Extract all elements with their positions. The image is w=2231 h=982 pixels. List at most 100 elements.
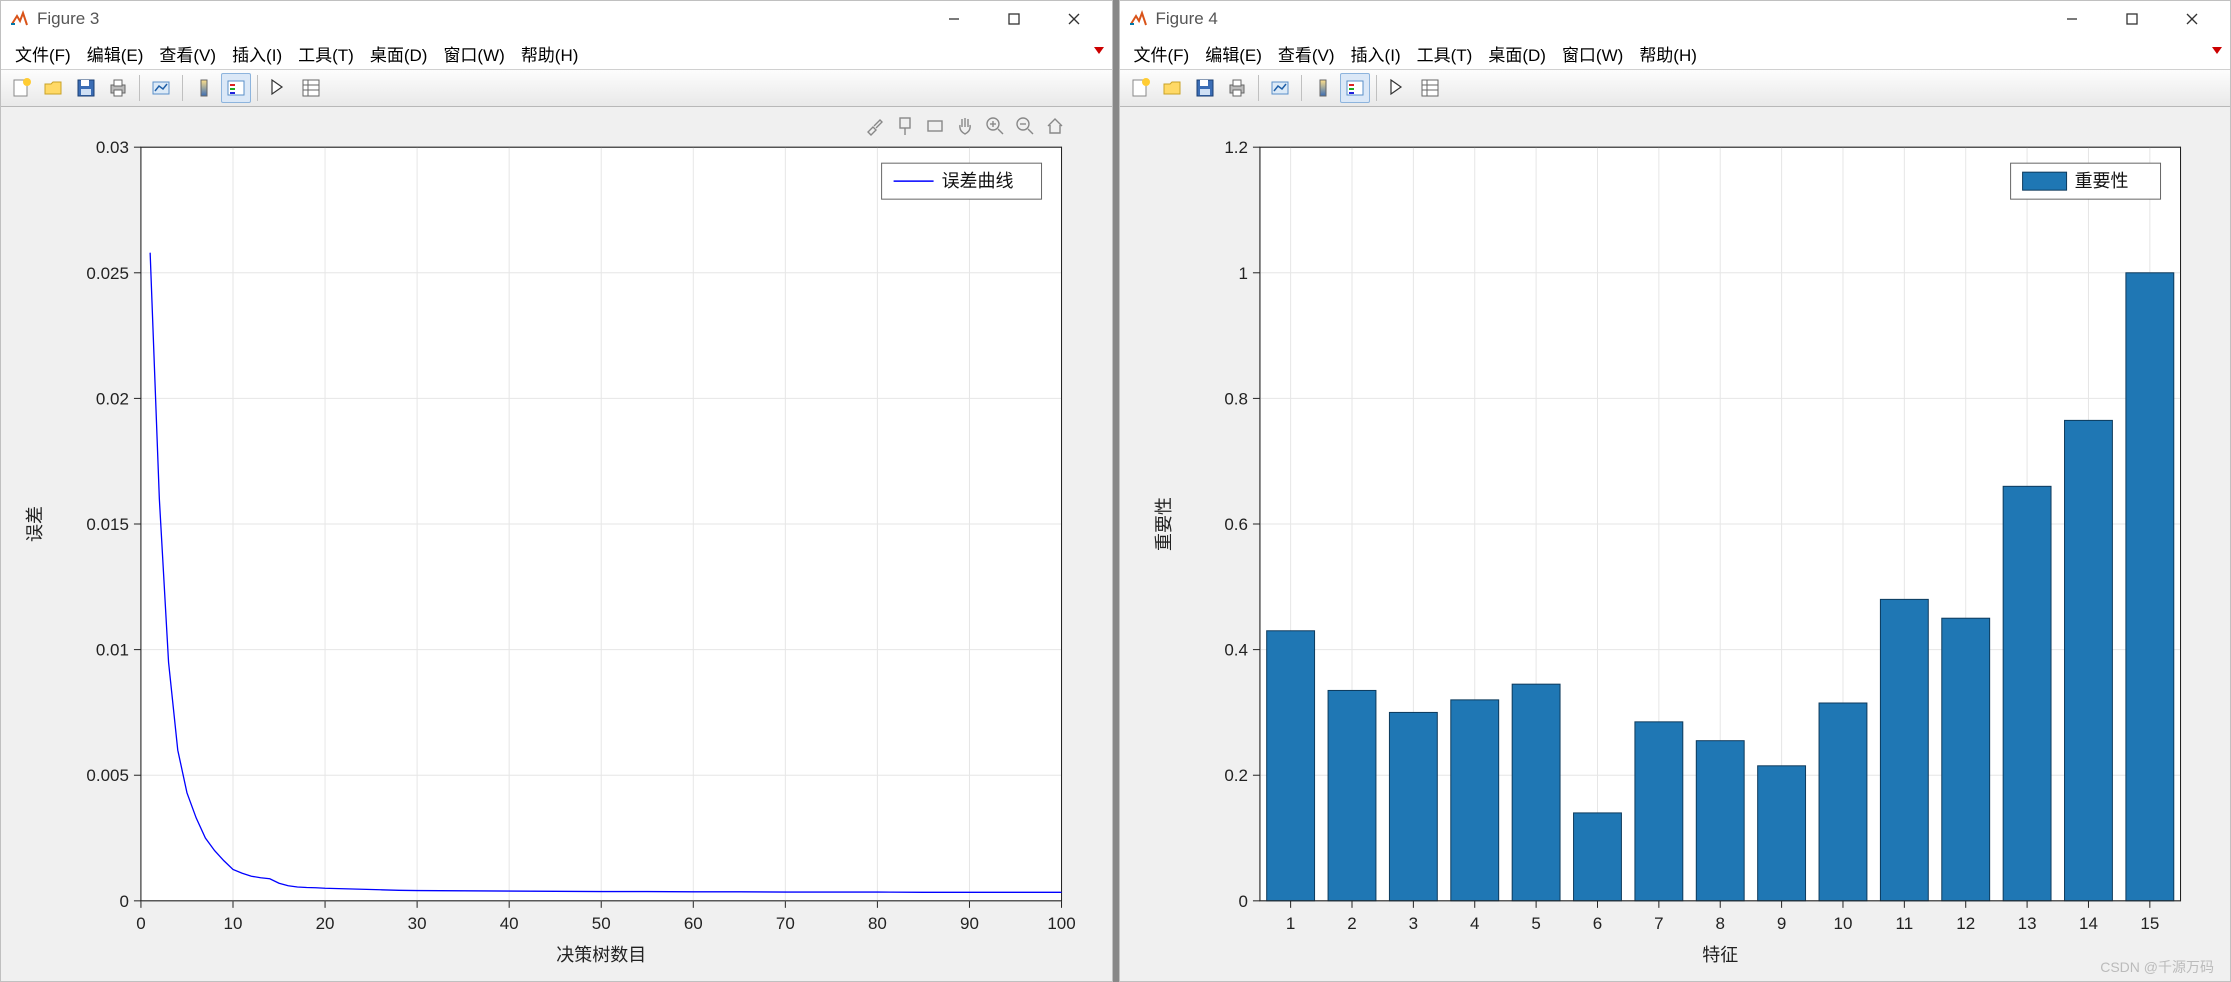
maximize-button[interactable] bbox=[984, 1, 1044, 37]
link-plots-button[interactable] bbox=[1265, 73, 1295, 103]
svg-text:2: 2 bbox=[1347, 914, 1356, 933]
open-button[interactable] bbox=[39, 73, 69, 103]
bar-chart: 00.20.40.60.811.2123456789101112131415重要… bbox=[1120, 107, 2231, 981]
menu-tools[interactable]: 工具(T) bbox=[1409, 41, 1481, 66]
menu-edit[interactable]: 编辑(E) bbox=[1197, 41, 1270, 66]
menu-insert[interactable]: 插入(I) bbox=[224, 41, 290, 66]
menu-edit[interactable]: 编辑(E) bbox=[79, 41, 152, 66]
svg-text:13: 13 bbox=[2017, 914, 2036, 933]
svg-text:15: 15 bbox=[2140, 914, 2159, 933]
titlebar[interactable]: Figure 3 bbox=[1, 1, 1112, 37]
menu-view[interactable]: 查看(V) bbox=[151, 41, 224, 66]
toolbar-separator bbox=[182, 75, 183, 101]
menu-file[interactable]: 文件(F) bbox=[7, 41, 79, 66]
toolbar bbox=[1120, 69, 2231, 107]
new-figure-button[interactable] bbox=[1126, 73, 1156, 103]
svg-text:0.005: 0.005 bbox=[86, 766, 129, 785]
svg-text:0.03: 0.03 bbox=[96, 138, 129, 157]
insert-legend-button[interactable] bbox=[221, 73, 251, 103]
matlab-icon bbox=[9, 9, 29, 29]
svg-text:0: 0 bbox=[119, 892, 128, 911]
svg-text:11: 11 bbox=[1895, 914, 1913, 933]
open-property-inspector-button[interactable] bbox=[296, 73, 326, 103]
svg-text:0.025: 0.025 bbox=[86, 264, 129, 283]
svg-text:12: 12 bbox=[1956, 914, 1975, 933]
menu-file[interactable]: 文件(F) bbox=[1126, 41, 1198, 66]
svg-text:100: 100 bbox=[1047, 914, 1075, 933]
minimize-button[interactable] bbox=[924, 1, 984, 37]
zoom-out-icon[interactable] bbox=[1012, 113, 1038, 139]
svg-text:5: 5 bbox=[1531, 914, 1540, 933]
zoom-in-icon[interactable] bbox=[982, 113, 1008, 139]
svg-text:1: 1 bbox=[1285, 914, 1294, 933]
save-button[interactable] bbox=[1190, 73, 1220, 103]
menu-window[interactable]: 窗口(W) bbox=[1554, 41, 1631, 66]
watermark: CSDN @千源万码 bbox=[2100, 957, 2214, 977]
svg-text:14: 14 bbox=[2079, 914, 2098, 933]
svg-text:0.6: 0.6 bbox=[1224, 515, 1248, 534]
menu-view[interactable]: 查看(V) bbox=[1270, 41, 1343, 66]
menu-window[interactable]: 窗口(W) bbox=[435, 41, 512, 66]
svg-text:3: 3 bbox=[1408, 914, 1417, 933]
toolbar bbox=[1, 69, 1112, 107]
axes-toolbar bbox=[862, 113, 1068, 139]
menu-desktop[interactable]: 桌面(D) bbox=[1480, 41, 1554, 66]
insert-legend-button[interactable] bbox=[1340, 73, 1370, 103]
svg-text:30: 30 bbox=[408, 914, 427, 933]
svg-text:70: 70 bbox=[776, 914, 795, 933]
menubar: 文件(F) 编辑(E) 查看(V) 插入(I) 工具(T) 桌面(D) 窗口(W… bbox=[1120, 37, 2231, 69]
insert-colorbar-button[interactable] bbox=[1308, 73, 1338, 103]
figure-window-3: Figure 3 文件(F) 编辑(E) 查看(V) 插入(I) 工具(T) 桌… bbox=[0, 0, 1113, 982]
home-icon[interactable] bbox=[1042, 113, 1068, 139]
datatip-icon[interactable] bbox=[892, 113, 918, 139]
menu-overflow-icon[interactable] bbox=[2210, 43, 2224, 57]
svg-text:特征: 特征 bbox=[1702, 945, 1738, 965]
menubar: 文件(F) 编辑(E) 查看(V) 插入(I) 工具(T) 桌面(D) 窗口(W… bbox=[1, 37, 1112, 69]
pan-icon[interactable] bbox=[952, 113, 978, 139]
maximize-button[interactable] bbox=[2102, 1, 2162, 37]
svg-text:误差: 误差 bbox=[25, 506, 45, 542]
menu-help[interactable]: 帮助(H) bbox=[513, 41, 587, 66]
edit-plot-button[interactable] bbox=[264, 73, 294, 103]
svg-text:重要性: 重要性 bbox=[2074, 171, 2128, 191]
window-title: Figure 4 bbox=[1156, 9, 2043, 29]
menu-desktop[interactable]: 桌面(D) bbox=[362, 41, 436, 66]
svg-text:50: 50 bbox=[592, 914, 611, 933]
brush-icon[interactable] bbox=[862, 113, 888, 139]
svg-text:0.8: 0.8 bbox=[1224, 389, 1248, 408]
toolbar-separator bbox=[257, 75, 258, 101]
menu-tools[interactable]: 工具(T) bbox=[290, 41, 362, 66]
plot-area: 010203040506070809010000.0050.010.0150.0… bbox=[1, 107, 1112, 981]
menu-help[interactable]: 帮助(H) bbox=[1631, 41, 1705, 66]
svg-text:0.2: 0.2 bbox=[1224, 766, 1248, 785]
plot-area: 00.20.40.60.811.2123456789101112131415重要… bbox=[1120, 107, 2231, 981]
link-plots-button[interactable] bbox=[146, 73, 176, 103]
svg-text:决策树数目: 决策树数目 bbox=[556, 945, 646, 965]
close-button[interactable] bbox=[1044, 1, 1104, 37]
new-figure-button[interactable] bbox=[7, 73, 37, 103]
svg-text:0.01: 0.01 bbox=[96, 641, 129, 660]
line-chart: 010203040506070809010000.0050.010.0150.0… bbox=[1, 107, 1112, 981]
svg-text:40: 40 bbox=[500, 914, 519, 933]
insert-colorbar-button[interactable] bbox=[189, 73, 219, 103]
svg-text:0: 0 bbox=[1238, 892, 1247, 911]
menu-overflow-icon[interactable] bbox=[1092, 43, 1106, 57]
toolbar-separator bbox=[1258, 75, 1259, 101]
print-button[interactable] bbox=[1222, 73, 1252, 103]
open-button[interactable] bbox=[1158, 73, 1188, 103]
titlebar[interactable]: Figure 4 bbox=[1120, 1, 2231, 37]
toolbar-separator bbox=[1301, 75, 1302, 101]
minimize-button[interactable] bbox=[2042, 1, 2102, 37]
open-property-inspector-button[interactable] bbox=[1415, 73, 1445, 103]
svg-text:0.4: 0.4 bbox=[1224, 641, 1248, 660]
edit-plot-button[interactable] bbox=[1383, 73, 1413, 103]
rotate-icon[interactable] bbox=[922, 113, 948, 139]
close-button[interactable] bbox=[2162, 1, 2222, 37]
svg-text:0.02: 0.02 bbox=[96, 389, 129, 408]
matlab-icon bbox=[1128, 9, 1148, 29]
print-button[interactable] bbox=[103, 73, 133, 103]
svg-text:1.2: 1.2 bbox=[1224, 138, 1248, 157]
save-button[interactable] bbox=[71, 73, 101, 103]
svg-text:60: 60 bbox=[684, 914, 703, 933]
menu-insert[interactable]: 插入(I) bbox=[1343, 41, 1409, 66]
